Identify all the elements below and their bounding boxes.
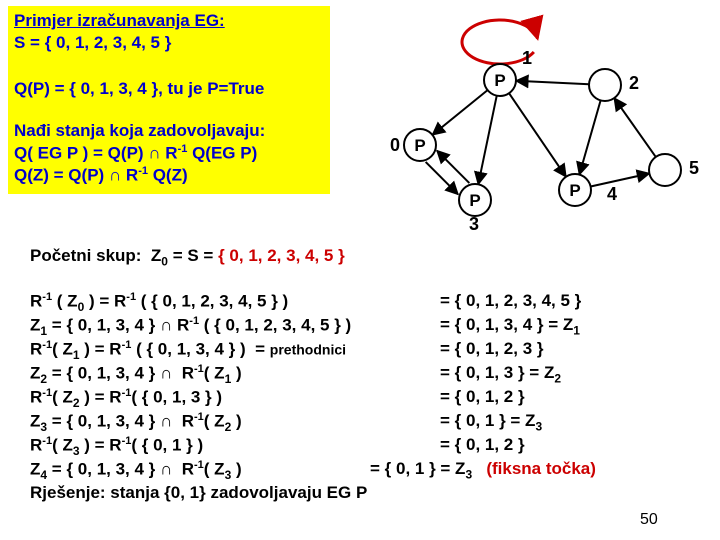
task-line1: Nađi stanja koja zadovoljavaju: bbox=[14, 120, 265, 142]
calc-left-2: R-1( Z1 ) = R-1 ( { 0, 1, 3, 4 } ) = pre… bbox=[30, 338, 346, 364]
edge-1-4 bbox=[509, 93, 566, 177]
edge-2-1 bbox=[516, 81, 589, 84]
node-5 bbox=[649, 154, 681, 186]
node-label-2: 2 bbox=[629, 73, 639, 93]
calc-left-6: R-1( Z3 ) = R-1( { 0, 1 } ) bbox=[30, 434, 203, 460]
node-label-3: 3 bbox=[469, 214, 479, 234]
start-set: Početni skup: Z0 = S = { 0, 1, 2, 3, 4, … bbox=[30, 245, 345, 270]
q-of-p: Q(P) = { 0, 1, 3, 4 }, tu je P=True bbox=[14, 78, 264, 100]
calc-right-5: = { 0, 1 } = Z3 bbox=[440, 410, 542, 435]
calc-left-3: Z2 = { 0, 1, 3, 4 } ∩ R-1( Z1 ) bbox=[30, 362, 242, 388]
title-line2: S = { 0, 1, 2, 3, 4, 5 } bbox=[14, 32, 171, 54]
calc-left-0: R-1 ( Z0 ) = R-1 ( { 0, 1, 2, 3, 4, 5 } … bbox=[30, 290, 288, 316]
edge-1-3 bbox=[478, 96, 496, 185]
slide-root: Primjer izračunavanja EG:S = { 0, 1, 2, … bbox=[0, 0, 720, 540]
edge-5-2 bbox=[614, 98, 656, 157]
node-label-0: 0 bbox=[390, 135, 400, 155]
task-line2: Q( EG P ) = Q(P) ∩ R-1 Q(EG P) bbox=[14, 142, 257, 165]
node-label-5: 5 bbox=[689, 158, 699, 178]
node-3-P: P bbox=[469, 191, 480, 210]
solution: Rješenje: stanja {0, 1} zadovoljavaju EG… bbox=[30, 482, 367, 504]
node-0-P: P bbox=[414, 136, 425, 155]
calc-right-2: = { 0, 1, 2, 3 } bbox=[440, 338, 544, 360]
edge-1-0 bbox=[432, 90, 487, 135]
self-loop-1 bbox=[462, 20, 538, 64]
calc-left-4: R-1( Z2 ) = R-1( { 0, 1, 3 } ) bbox=[30, 386, 222, 412]
calc-right-3: = { 0, 1, 3 } = Z2 bbox=[440, 362, 561, 387]
edge-2-4 bbox=[579, 100, 600, 174]
node-0 bbox=[404, 129, 436, 161]
node-4 bbox=[559, 174, 591, 206]
title-line1: Primjer izračunavanja EG: bbox=[14, 10, 225, 32]
calc-right-7: = { 0, 1 } = Z3 (fiksna točka) bbox=[370, 458, 596, 483]
calc-left-5: Z3 = { 0, 1, 3, 4 } ∩ R-1( Z2 ) bbox=[30, 410, 242, 436]
calc-right-6: = { 0, 1, 2 } bbox=[440, 434, 525, 456]
slide-number: 50 bbox=[640, 510, 658, 531]
node-label-4: 4 bbox=[607, 184, 617, 204]
edge-3-0 bbox=[437, 151, 469, 183]
node-4-P: P bbox=[569, 181, 580, 200]
edge-0-3 bbox=[426, 162, 458, 194]
calc-right-4: = { 0, 1, 2 } bbox=[440, 386, 525, 408]
calc-right-0: = { 0, 1, 2, 3, 4, 5 } bbox=[440, 290, 581, 312]
node-3 bbox=[459, 184, 491, 216]
node-2 bbox=[589, 69, 621, 101]
task-line3: Q(Z) = Q(P) ∩ R-1 Q(Z) bbox=[14, 164, 188, 187]
node-label-1: 1 bbox=[522, 48, 532, 68]
node-1 bbox=[484, 64, 516, 96]
calc-right-1: = { 0, 1, 3, 4 } = Z1 bbox=[440, 314, 580, 339]
calc-left-7: Z4 = { 0, 1, 3, 4 } ∩ R-1( Z3 ) bbox=[30, 458, 242, 484]
node-1-P: P bbox=[494, 71, 505, 90]
calc-left-1: Z1 = { 0, 1, 3, 4 } ∩ R-1 ( { 0, 1, 2, 3… bbox=[30, 314, 351, 340]
edge-4-5 bbox=[591, 173, 650, 186]
